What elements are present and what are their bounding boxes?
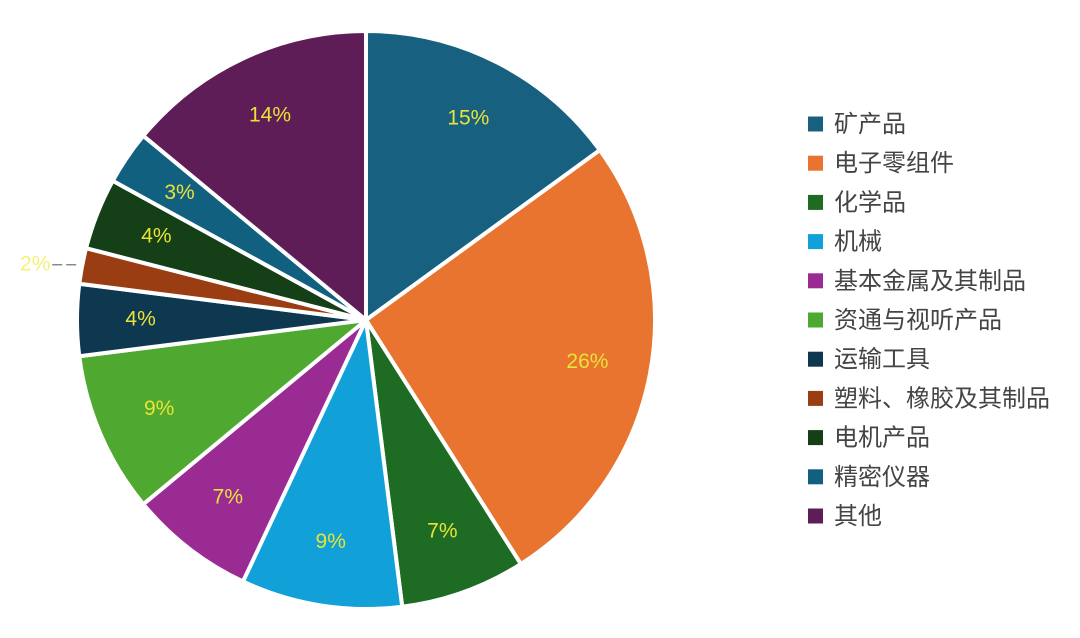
legend-swatch <box>808 351 823 367</box>
legend-swatch <box>808 234 823 250</box>
legend-label: 塑料、橡胶及其制品 <box>834 384 1050 412</box>
legend-label: 运输工具 <box>834 345 930 373</box>
data-label: 4% <box>141 225 171 248</box>
pie-slice <box>141 318 368 584</box>
legend: 矿产品电子零组件化学品机械基本金属及其制品资通与视听产品运输工具塑料、橡胶及其制… <box>808 110 1050 530</box>
pie-slice <box>141 29 368 322</box>
legend-swatch <box>808 469 823 485</box>
pie-slice <box>364 318 523 609</box>
legend-label: 化学品 <box>834 188 906 216</box>
legend-label: 机械 <box>834 228 882 256</box>
pie-slices <box>75 29 657 611</box>
legend-swatch <box>808 312 823 328</box>
pie-slice <box>77 318 368 507</box>
legend-swatch <box>808 194 823 210</box>
data-label: 9% <box>316 530 346 553</box>
data-label: 15% <box>447 107 489 130</box>
data-label: 4% <box>125 308 155 331</box>
data-label: 7% <box>213 486 243 509</box>
data-label: 9% <box>144 397 174 420</box>
data-label: 3% <box>164 181 194 204</box>
legend-swatch <box>808 508 823 524</box>
pie-slice <box>240 318 405 611</box>
legend-label: 其他 <box>834 502 882 530</box>
legend-label: 资通与视听产品 <box>834 306 1002 334</box>
data-label: 14% <box>249 104 291 127</box>
legend-swatch <box>808 116 823 132</box>
legend-label: 电子零组件 <box>834 149 954 177</box>
legend-swatch <box>808 155 823 171</box>
legend-swatch <box>808 390 823 406</box>
legend-label: 矿产品 <box>834 110 906 138</box>
legend-swatch <box>808 273 823 289</box>
pie-slice <box>364 29 602 322</box>
legend-swatch <box>808 430 823 446</box>
legend-label: 基本金属及其制品 <box>834 267 1026 295</box>
legend-label: 精密仪器 <box>834 463 930 491</box>
legend-label: 电机产品 <box>834 424 930 452</box>
data-label: 7% <box>427 520 457 543</box>
data-label: 2% <box>20 252 50 275</box>
pie-data-labels: 15% 26% 7% 9% 7% 9% 4% 2% 4% 3% 14% <box>20 104 608 554</box>
data-label: 26% <box>566 350 608 373</box>
pie-slice <box>364 148 657 567</box>
